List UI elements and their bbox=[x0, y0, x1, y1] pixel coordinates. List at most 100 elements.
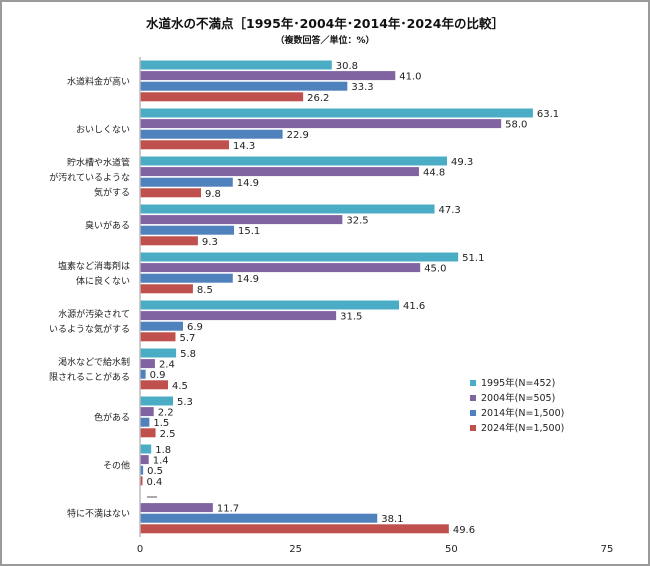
x-tick-label: 50 bbox=[445, 544, 458, 555]
data-label: 44.8 bbox=[423, 168, 445, 179]
data-label: 58.0 bbox=[505, 120, 527, 131]
legend-label: 2004年(N=505) bbox=[481, 392, 555, 404]
data-label: 1.8 bbox=[155, 445, 171, 456]
data-label: 1.5 bbox=[153, 418, 169, 429]
data-label: 5.7 bbox=[179, 333, 195, 344]
data-label: 32.5 bbox=[346, 216, 368, 227]
bar bbox=[140, 455, 149, 465]
legend-label: 2014年(N=1,500) bbox=[481, 407, 564, 419]
category-label: 特に不満はない bbox=[67, 508, 130, 520]
bar bbox=[140, 252, 459, 262]
category-label: 色がある bbox=[94, 412, 130, 424]
bar bbox=[140, 444, 152, 454]
bar bbox=[140, 524, 449, 534]
category-label: その他 bbox=[103, 460, 130, 472]
x-tick-label: 75 bbox=[601, 544, 614, 555]
category-label: 気がする bbox=[94, 187, 130, 199]
bar bbox=[140, 71, 396, 81]
bar bbox=[140, 465, 144, 475]
bar bbox=[140, 273, 233, 283]
bar bbox=[140, 140, 230, 150]
legend-swatch bbox=[470, 425, 476, 431]
bar bbox=[140, 204, 435, 214]
legend-swatch bbox=[470, 410, 476, 416]
data-label: 22.9 bbox=[287, 130, 309, 141]
data-label: 9.8 bbox=[205, 189, 221, 200]
data-label: 8.5 bbox=[197, 285, 213, 296]
data-label: 2.4 bbox=[159, 360, 175, 371]
category-label: が汚れているような bbox=[49, 172, 130, 184]
data-label: 6.9 bbox=[187, 322, 203, 333]
data-label: 14.3 bbox=[233, 141, 255, 152]
data-label: 1.4 bbox=[153, 456, 169, 467]
bar bbox=[140, 476, 143, 486]
x-tick-label: 25 bbox=[289, 544, 302, 555]
bar bbox=[140, 236, 198, 246]
bar bbox=[140, 188, 202, 198]
bar bbox=[140, 380, 169, 390]
data-label: 14.9 bbox=[237, 178, 259, 189]
bar bbox=[140, 513, 378, 523]
category-label: おいしくない bbox=[76, 125, 130, 136]
bar bbox=[140, 108, 533, 118]
bar bbox=[140, 129, 283, 139]
data-label: 4.5 bbox=[172, 381, 188, 392]
bar bbox=[140, 428, 156, 438]
category-label: 体に良くない bbox=[76, 275, 130, 287]
chart-subtitle: （複数回答／単位：%） bbox=[275, 36, 375, 46]
data-label: 11.7 bbox=[217, 504, 239, 515]
legend-label: 2024年(N=1,500) bbox=[481, 422, 564, 434]
category-label: 水源が汚染されて bbox=[58, 308, 130, 320]
bar bbox=[140, 215, 343, 225]
data-label: 0.5 bbox=[147, 466, 163, 477]
bar bbox=[140, 60, 332, 70]
data-label: 31.5 bbox=[340, 312, 362, 323]
x-tick-label: 0 bbox=[137, 544, 143, 555]
bar bbox=[140, 225, 235, 235]
bar bbox=[140, 396, 174, 406]
bar bbox=[140, 300, 400, 310]
data-label: 0.4 bbox=[146, 477, 162, 488]
bar bbox=[140, 348, 177, 358]
category-label: 貯水槽や水道管 bbox=[67, 157, 130, 169]
data-label: 47.3 bbox=[439, 205, 461, 216]
data-label: 9.3 bbox=[202, 237, 218, 248]
category-label: 渇水などで給水制 bbox=[58, 356, 130, 368]
chart-title: 水道水の不満点［1995年･2004年･2014年･2024年の比較］ bbox=[146, 16, 504, 31]
data-label: 63.1 bbox=[537, 109, 559, 120]
bar bbox=[140, 407, 154, 417]
legend-swatch bbox=[470, 380, 476, 386]
data-label: 0.9 bbox=[150, 370, 166, 381]
bar bbox=[140, 321, 183, 331]
data-label: 38.1 bbox=[381, 514, 403, 525]
data-label: 49.6 bbox=[453, 525, 475, 536]
category-label: 臭いがある bbox=[85, 220, 130, 232]
data-label: 51.1 bbox=[462, 253, 484, 264]
data-label: 5.8 bbox=[180, 349, 196, 360]
bar bbox=[140, 417, 150, 427]
data-label: 5.3 bbox=[177, 397, 193, 408]
bar bbox=[140, 177, 233, 187]
data-label: 30.8 bbox=[336, 61, 358, 72]
missing-marker bbox=[147, 496, 157, 498]
bar bbox=[140, 332, 176, 342]
data-label: 33.3 bbox=[351, 82, 373, 93]
category-label: 限されることがある bbox=[49, 371, 130, 383]
bar bbox=[140, 503, 213, 513]
bar bbox=[140, 263, 421, 273]
data-label: 14.9 bbox=[237, 274, 259, 285]
data-label: 41.6 bbox=[403, 301, 425, 312]
bar bbox=[140, 81, 348, 91]
data-label: 15.1 bbox=[238, 226, 260, 237]
data-label: 41.0 bbox=[399, 72, 421, 83]
bar bbox=[140, 284, 193, 294]
category-label: いるような気がする bbox=[49, 323, 130, 335]
legend-swatch bbox=[470, 395, 476, 401]
bar bbox=[140, 369, 146, 379]
legend-label: 1995年(N=452) bbox=[481, 377, 555, 389]
bar bbox=[140, 359, 155, 369]
data-label: 2.2 bbox=[158, 408, 174, 419]
category-label: 塩素など消毒剤は bbox=[58, 260, 130, 272]
